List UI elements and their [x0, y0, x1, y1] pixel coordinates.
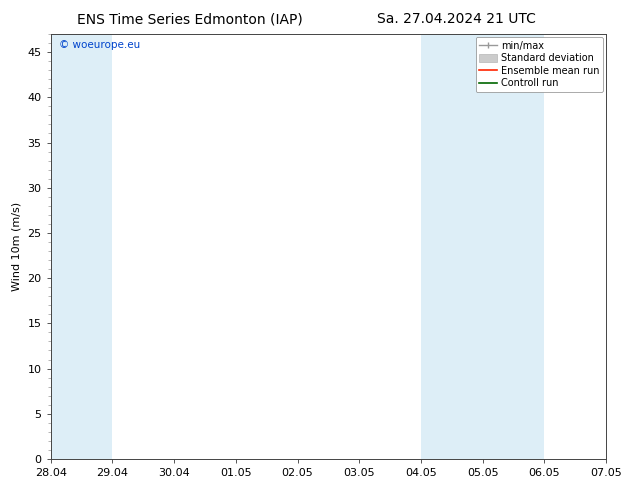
- Bar: [421, 34, 482, 459]
- Bar: [482, 34, 545, 459]
- Bar: [51, 34, 112, 459]
- Y-axis label: Wind 10m (m/s): Wind 10m (m/s): [12, 202, 22, 291]
- Legend: min/max, Standard deviation, Ensemble mean run, Controll run: min/max, Standard deviation, Ensemble me…: [476, 37, 603, 92]
- Text: ENS Time Series Edmonton (IAP): ENS Time Series Edmonton (IAP): [77, 12, 303, 26]
- Text: Sa. 27.04.2024 21 UTC: Sa. 27.04.2024 21 UTC: [377, 12, 536, 26]
- Bar: [606, 34, 634, 459]
- Text: © woeurope.eu: © woeurope.eu: [59, 40, 140, 50]
